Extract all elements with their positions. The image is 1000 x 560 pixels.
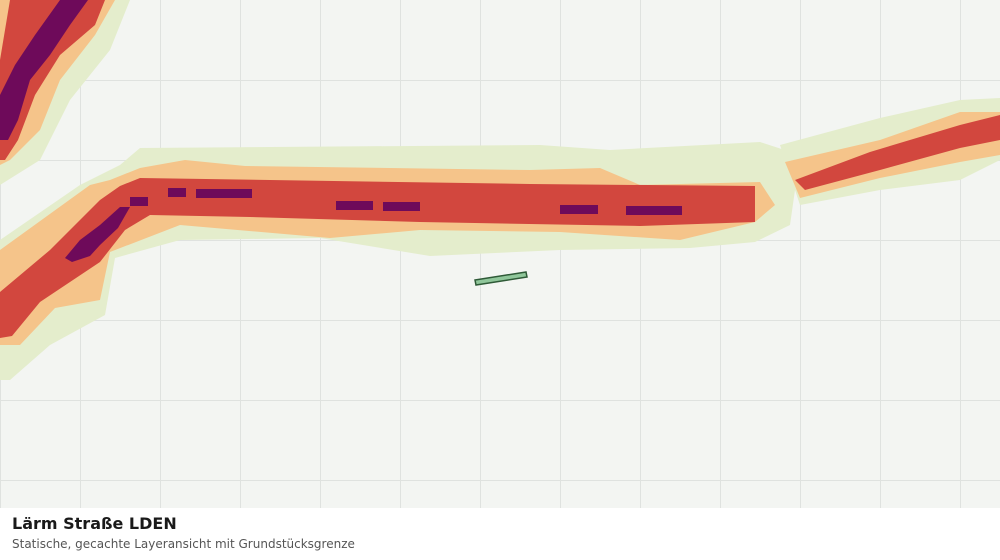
map (0, 0, 1000, 508)
noise-high (0, 0, 1000, 338)
map-background (0, 0, 1000, 508)
layer-title: Lärm Straße LDEN (12, 514, 177, 533)
parcel-boundary (474, 271, 528, 286)
noise-very-high (0, 0, 682, 262)
layer-subtitle: Statische, gecachte Layeransicht mit Gru… (12, 537, 355, 551)
caption: Lärm Straße LDEN Statische, gecachte Lay… (0, 508, 1000, 560)
tile-grid (0, 0, 1000, 508)
